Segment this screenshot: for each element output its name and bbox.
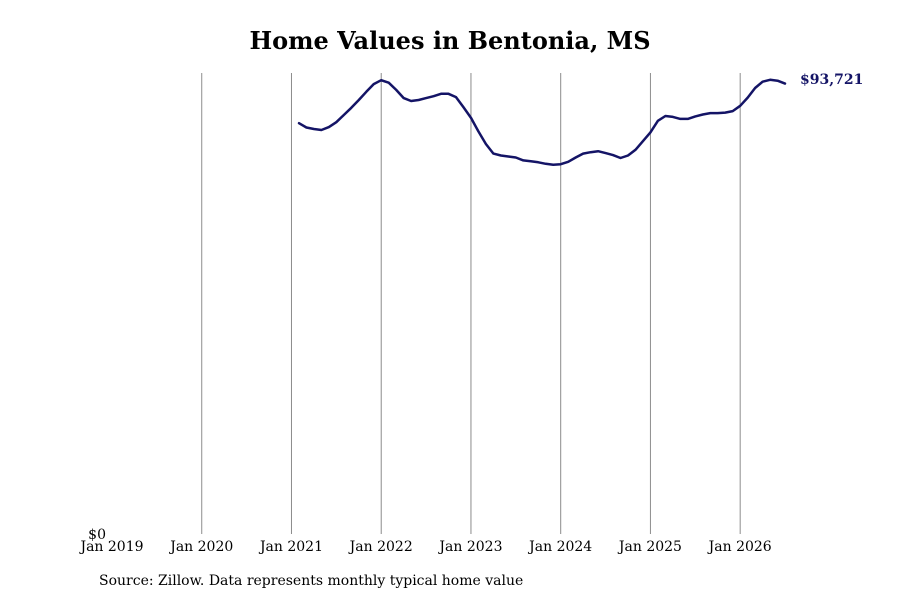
x-tick-label: Jan 2019 bbox=[78, 539, 143, 555]
x-tick-label: Jan 2023 bbox=[437, 539, 502, 555]
x-tick-label: Jan 2021 bbox=[258, 539, 323, 555]
series-line bbox=[297, 78, 787, 166]
chart-title: Home Values in Bentonia, MS bbox=[249, 26, 651, 55]
gridlines bbox=[201, 73, 741, 534]
end-label-layer: $93,721 bbox=[800, 72, 863, 88]
x-tick-label: Jan 2020 bbox=[168, 539, 233, 555]
end-value-label: $93,721 bbox=[800, 72, 863, 88]
y-tick-label: $0 bbox=[88, 527, 106, 543]
x-tick-label: Jan 2024 bbox=[527, 539, 592, 555]
x-tick-label: Jan 2026 bbox=[707, 539, 772, 555]
y-axis-ticks: $0 bbox=[88, 527, 106, 543]
source-note: Source: Zillow. Data represents monthly … bbox=[99, 573, 524, 589]
series-layer bbox=[297, 78, 787, 166]
x-tick-label: Jan 2025 bbox=[617, 539, 682, 555]
x-tick-label: Jan 2022 bbox=[348, 539, 413, 555]
x-axis-ticks: Jan 2019 Jan 2020 Jan 2021 Jan 2022 Jan 2023… bbox=[78, 539, 771, 555]
